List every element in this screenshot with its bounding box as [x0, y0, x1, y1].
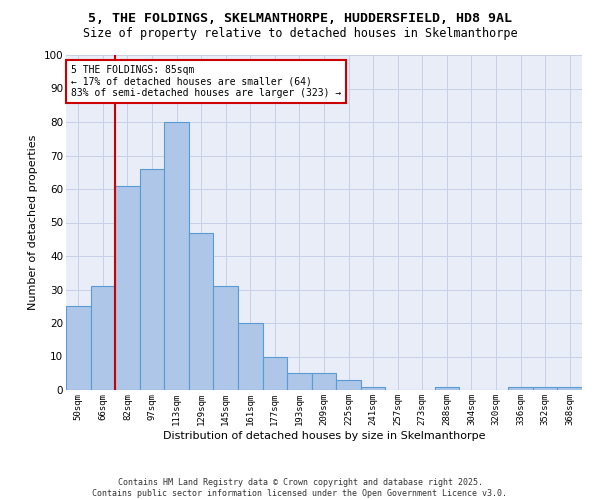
Bar [140, 169, 164, 390]
Bar [91, 286, 115, 390]
Bar [533, 386, 557, 390]
X-axis label: Distribution of detached houses by size in Skelmanthorpe: Distribution of detached houses by size … [163, 430, 485, 440]
Bar [189, 232, 214, 390]
Bar [214, 286, 238, 390]
Text: 5, THE FOLDINGS, SKELMANTHORPE, HUDDERSFIELD, HD8 9AL: 5, THE FOLDINGS, SKELMANTHORPE, HUDDERSF… [88, 12, 512, 26]
Bar [508, 386, 533, 390]
Text: Size of property relative to detached houses in Skelmanthorpe: Size of property relative to detached ho… [83, 28, 517, 40]
Text: Contains HM Land Registry data © Crown copyright and database right 2025.
Contai: Contains HM Land Registry data © Crown c… [92, 478, 508, 498]
Bar [164, 122, 189, 390]
Bar [361, 386, 385, 390]
Bar [287, 373, 312, 390]
Bar [557, 386, 582, 390]
Bar [238, 323, 263, 390]
Bar [115, 186, 140, 390]
Bar [336, 380, 361, 390]
Bar [263, 356, 287, 390]
Bar [66, 306, 91, 390]
Bar [434, 386, 459, 390]
Bar [312, 373, 336, 390]
Text: 5 THE FOLDINGS: 85sqm
← 17% of detached houses are smaller (64)
83% of semi-deta: 5 THE FOLDINGS: 85sqm ← 17% of detached … [71, 65, 341, 98]
Y-axis label: Number of detached properties: Number of detached properties [28, 135, 38, 310]
